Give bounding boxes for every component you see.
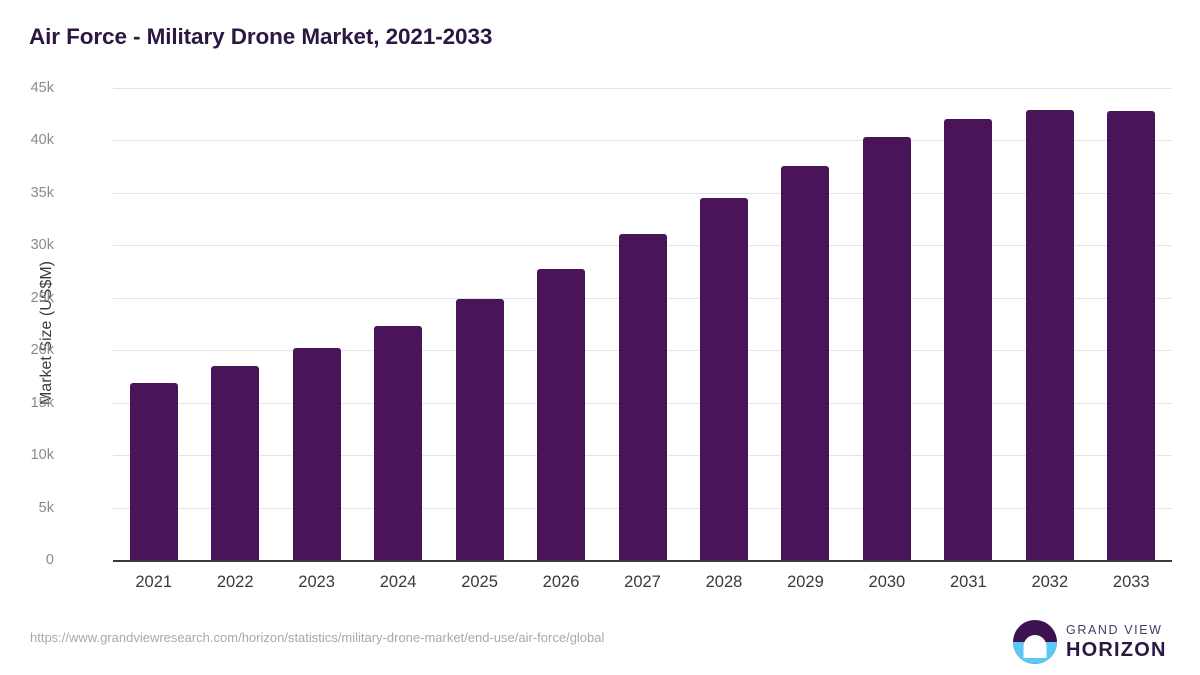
- y-axis-tick-label: 25k: [30, 289, 54, 306]
- x-axis-tick-label: 2025: [461, 573, 498, 591]
- bar[interactable]: [292, 348, 341, 560]
- x-axis-tick-labels: 2021 2022 2023 2024 2025 2026 2027 2028 2029 2030…: [113, 573, 1172, 597]
- y-axis-tick-label: 30k: [30, 237, 54, 254]
- logo-line-upper: [1027, 646, 1043, 649]
- bar[interactable]: [618, 233, 667, 560]
- y-axis-tick-label: 5k: [38, 499, 54, 516]
- x-axis-tick-label: 2027: [624, 573, 661, 591]
- page-title: Air Force - Military Drone Market, 2021-…: [29, 24, 493, 49]
- bar[interactable]: [455, 298, 504, 560]
- x-axis-tick-label: 2030: [868, 573, 906, 591]
- logo-line-lower: [1030, 651, 1040, 654]
- x-axis-tick-label: 2023: [298, 573, 335, 591]
- x-axis-tick-label: 2022: [216, 573, 254, 591]
- bar[interactable]: [699, 198, 748, 560]
- bar[interactable]: [1107, 111, 1156, 560]
- x-axis-tick-label: 2026: [542, 573, 580, 591]
- x-axis-tick-label: 2024: [379, 573, 417, 591]
- bar[interactable]: [211, 365, 260, 560]
- y-axis-tick-label: 45k: [30, 80, 54, 96]
- y-axis-tick-label: 0: [45, 552, 54, 568]
- bar[interactable]: [781, 165, 830, 560]
- logo-text: GRAND VIEW HORIZON: [1066, 624, 1167, 661]
- logo-line-2: HORIZON: [1066, 639, 1167, 662]
- bar[interactable]: [374, 326, 423, 560]
- y-axis-tick-label: 10k: [30, 447, 54, 464]
- bar[interactable]: [862, 137, 911, 560]
- x-axis-tick-label: 2029: [787, 573, 824, 591]
- x-axis-tick-label: 2031: [949, 573, 987, 591]
- bar[interactable]: [537, 269, 586, 560]
- brand-logo: GRAND VIEW HORIZON: [1013, 620, 1167, 664]
- bar[interactable]: [129, 382, 178, 560]
- y-axis-tick-label: 40k: [30, 132, 54, 149]
- bar-series: [113, 88, 1172, 560]
- bar[interactable]: [944, 119, 993, 560]
- logo-line-1: GRAND VIEW: [1066, 622, 1163, 637]
- x-axis-line: [113, 560, 1172, 562]
- gridline: [113, 140, 1172, 142]
- horizon-sun-circle-icon: [1013, 620, 1057, 664]
- x-axis-tick-label: 2032: [1031, 573, 1069, 591]
- bar[interactable]: [1025, 110, 1074, 560]
- x-axis-tick-label: 2021: [135, 573, 173, 591]
- source-url[interactable]: https://www.grandviewresearch.com/horizo…: [30, 630, 605, 645]
- x-axis-tick-label: 2033: [1112, 573, 1150, 591]
- x-axis-tick-label: 2028: [705, 573, 743, 591]
- y-axis-tick-label: 35k: [30, 184, 54, 201]
- y-axis-tick-label: 20k: [30, 342, 54, 359]
- y-axis-tick-label: 15k: [30, 394, 54, 411]
- gridline: [113, 88, 1172, 89]
- gridline: [113, 192, 1172, 194]
